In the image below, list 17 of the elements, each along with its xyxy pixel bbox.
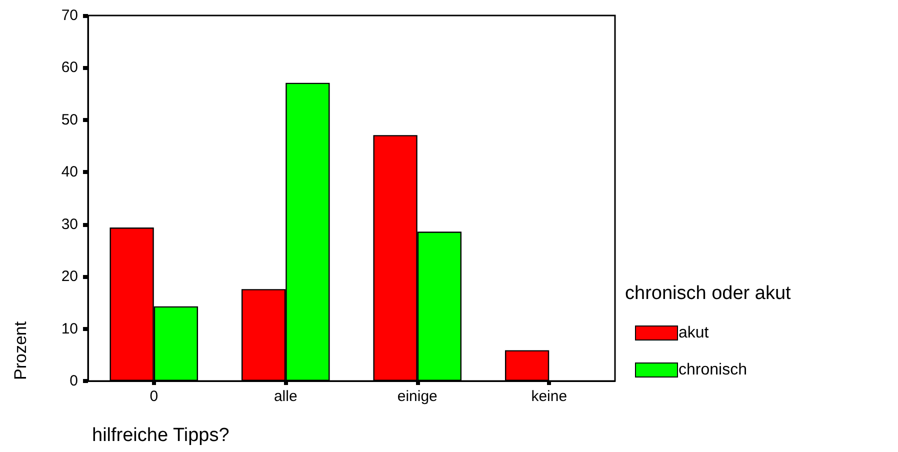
y-tick-label: 30 — [61, 216, 78, 233]
y-tick-label: 70 — [61, 7, 78, 24]
legend-label: chronisch — [678, 362, 747, 378]
x-tick-label: einige — [397, 388, 438, 405]
legend-label: akut — [678, 324, 710, 342]
y-tick-label: 60 — [61, 59, 78, 76]
x-tick-label: keine — [531, 388, 568, 405]
y-tick-label: 40 — [61, 164, 78, 181]
x-tick-label: alle — [274, 388, 298, 405]
y-tick-label: 20 — [61, 268, 78, 286]
y-tick-label: 10 — [61, 320, 78, 338]
x-tick-label: 0 — [150, 388, 158, 405]
legend-title: chronisch oder akut — [625, 283, 792, 304]
y-tick-label: 0 — [70, 372, 78, 390]
x-axis-title: hilfreiche Tipps? — [92, 425, 230, 446]
y-tick-label: 50 — [61, 111, 78, 128]
y-axis-title: Prozent — [11, 321, 30, 380]
